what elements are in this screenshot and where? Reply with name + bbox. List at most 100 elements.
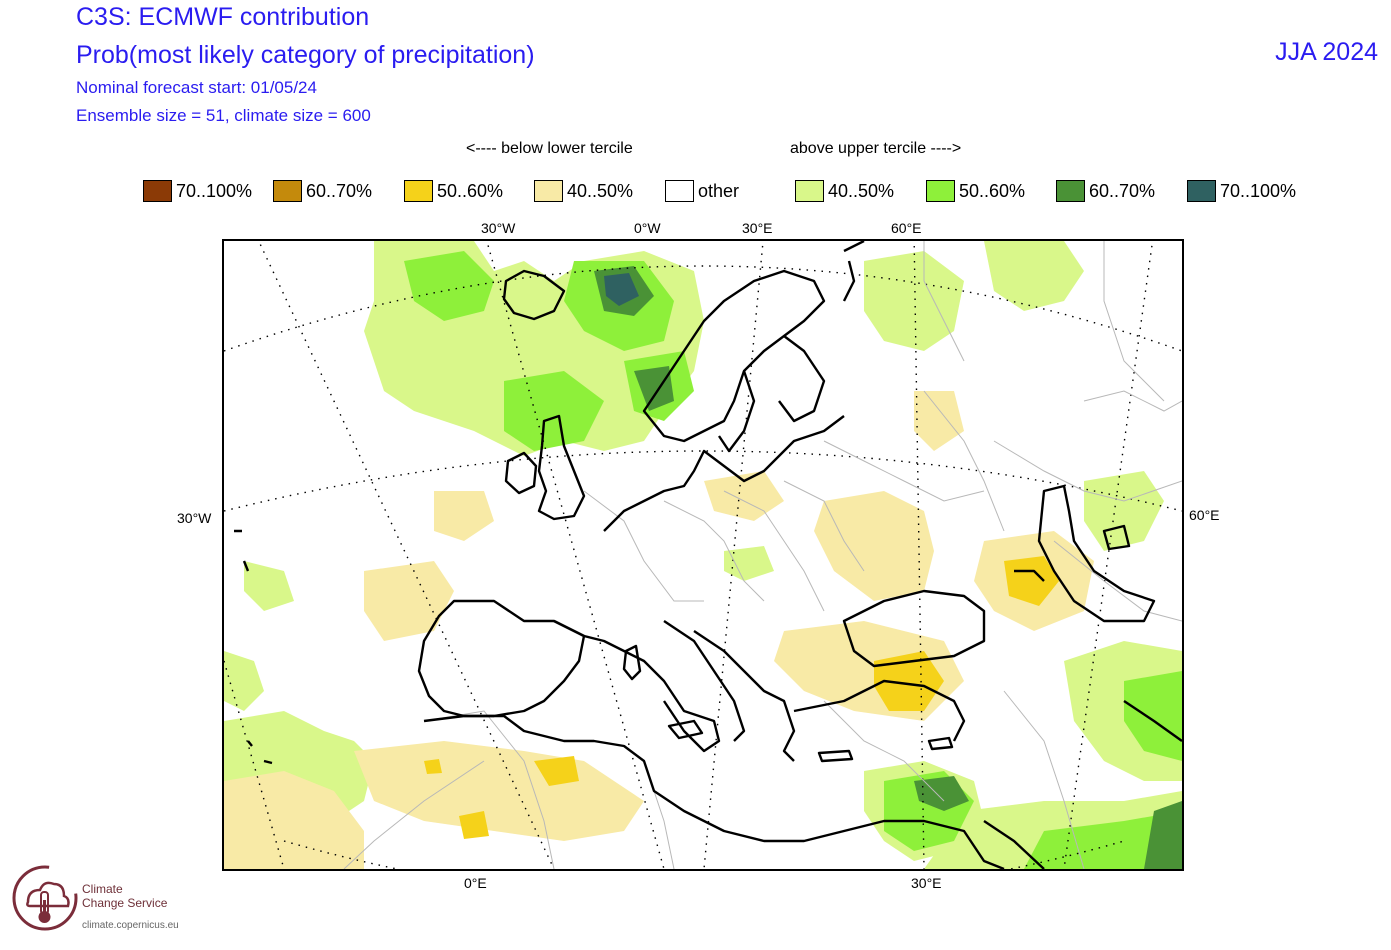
coast-north-africa: [423, 714, 1005, 869]
shading-above-60-70: [634, 366, 674, 411]
graticule-line: [486, 241, 665, 869]
legend-label: 50..60%: [437, 180, 504, 201]
coast-ireland: [504, 451, 538, 495]
border-line: [823, 700, 945, 802]
border-line: [723, 490, 825, 612]
coast-anatolia: [793, 679, 966, 742]
page-title: C3S: ECMWF contribution: [76, 3, 370, 31]
logo-name-line2: Change Service: [82, 896, 168, 910]
left-axis-label-30w: 30°W: [177, 510, 212, 526]
border-line: [343, 760, 485, 869]
coast-north-europe: [603, 415, 845, 532]
shading-below-50-60: [874, 651, 944, 711]
coast-iceland: [502, 269, 566, 321]
legend-item-above-50-60: 50..60%: [926, 178, 1025, 204]
europe-map[interactable]: [222, 239, 1184, 871]
coast-caucasus: [1014, 569, 1045, 582]
coast-novaya-zemlya: [842, 241, 865, 302]
shading-below-50-60: [424, 759, 442, 774]
coast-balkans: [693, 630, 796, 762]
graticule: [224, 241, 1182, 869]
coast-sicily: [667, 719, 704, 740]
coast-persian-gulf: [1123, 700, 1182, 742]
coast-black-sea: [842, 589, 986, 668]
border-line: [1053, 540, 1182, 622]
coast-caspian: [1037, 484, 1156, 623]
legend-swatch: [143, 180, 172, 202]
shading-below-50-60: [459, 811, 489, 839]
legend-item-above-40-50: 40..50%: [795, 178, 894, 204]
legend-item-other: other: [665, 178, 739, 204]
shading-below-40-50: [434, 491, 494, 541]
legend-swatch: [795, 180, 824, 202]
shading-above-40-50: [984, 241, 1084, 311]
precipitation-probability-map: [224, 241, 1182, 869]
legend-swatch: [404, 180, 433, 202]
shading-below-40-50: [814, 491, 934, 601]
top-axis-label-60e: 60°E: [891, 220, 922, 236]
shading-below-40-50: [704, 471, 784, 521]
shading-below-40-50: [354, 741, 644, 841]
shading-below-40-50: [364, 561, 454, 641]
below-tercile-label: <---- below lower tercile: [466, 140, 633, 157]
shading-above-40-50: [724, 546, 774, 581]
logo-url[interactable]: climate.copernicus.eu: [82, 920, 179, 931]
legend-item-below-70-100: 70..100%: [143, 178, 252, 204]
legend-swatch: [1187, 180, 1216, 202]
legend-item-above-70-100: 70..100%: [1187, 178, 1296, 204]
legend-item-below-60-70: 60..70%: [273, 178, 372, 204]
graticule-line: [224, 660, 285, 869]
border-line: [923, 390, 1005, 532]
coast-cyprus: [927, 736, 954, 751]
border-line: [423, 710, 555, 869]
border-line: [923, 241, 965, 362]
right-axis-label-60e: 60°E: [1189, 507, 1220, 523]
graticule-line: [913, 241, 925, 869]
border-line: [663, 500, 765, 602]
shading-above-50-60: [404, 251, 494, 321]
coast-italy-east: [663, 620, 746, 742]
shading-below-40-50: [224, 771, 364, 869]
legend-swatch: [273, 180, 302, 202]
thermometer-cloud-icon: [12, 865, 78, 931]
legend-label: 40..50%: [567, 180, 634, 201]
coast-finland: [778, 335, 826, 423]
coast-iberia: [417, 599, 586, 718]
bottom-axis-label-0e: 0°E: [464, 875, 487, 891]
coast-britain: [537, 414, 586, 521]
top-axis-label-0w: 0°W: [634, 220, 661, 236]
legend-item-below-50-60: 50..60%: [404, 178, 503, 204]
country-borders: [343, 241, 1182, 869]
coast-sweden-east: [718, 370, 756, 453]
legend-label: 70..100%: [176, 180, 253, 201]
top-axis-label-30e: 30°E: [742, 220, 773, 236]
coast-red-sea: [983, 820, 1045, 869]
legend-item-below-40-50: 40..50%: [534, 178, 633, 204]
legend-item-above-60-70: 60..70%: [1056, 178, 1155, 204]
border-line: [1083, 390, 1182, 412]
border-line: [583, 490, 704, 602]
map-subtitle: Prob(most likely category of precipitati…: [76, 41, 535, 69]
below-tercile-shading: [224, 391, 1094, 869]
legend-label: other: [698, 180, 740, 201]
bottom-axis-label-30e: 30°E: [911, 875, 942, 891]
shading-above-50-60: [1024, 811, 1182, 869]
shading-above-40-50: [244, 561, 294, 611]
shading-above-40-50: [1084, 471, 1164, 551]
legend-swatch: [926, 180, 955, 202]
shading-below-40-50: [914, 391, 964, 451]
legend-label: 70..100%: [1220, 180, 1297, 201]
ensemble-size-text: Ensemble size = 51, climate size = 600: [76, 106, 371, 125]
coast-crete: [817, 749, 854, 763]
legend-label: 60..70%: [1089, 180, 1156, 201]
coastlines: [234, 241, 1182, 869]
graticule-line: [224, 450, 1182, 512]
border-line: [823, 440, 985, 502]
legend-label: 40..50%: [828, 180, 895, 201]
above-tercile-label: above upper tercile ---->: [790, 140, 962, 157]
logo-name-line1: Climate: [82, 882, 123, 896]
season-label: JJA 2024: [1275, 38, 1378, 66]
legend-label: 60..70%: [306, 180, 373, 201]
legend-label: 50..60%: [959, 180, 1026, 201]
coast-sardinia: [622, 644, 642, 681]
